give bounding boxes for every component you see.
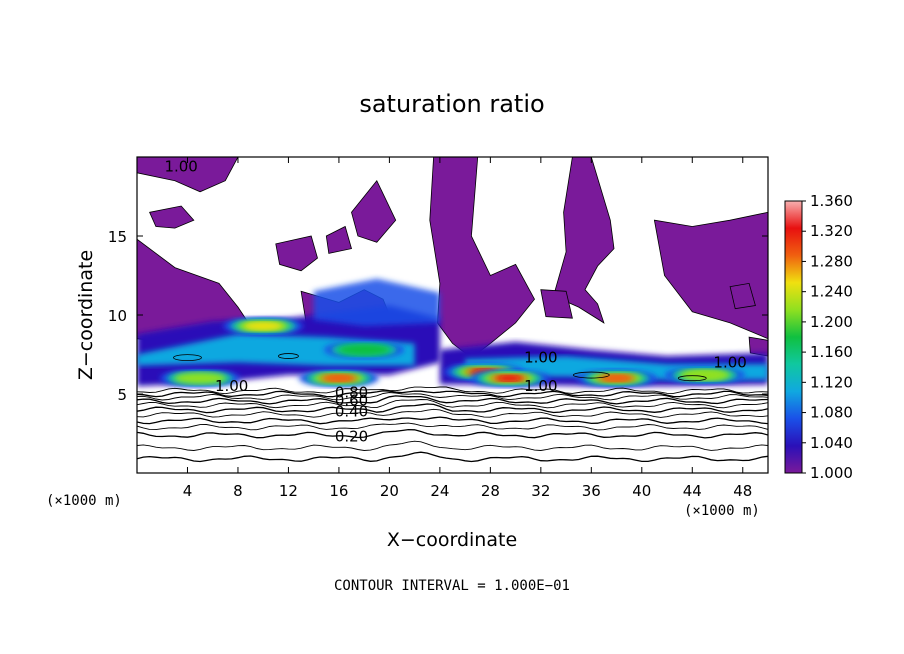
- hotspot-7-level-2: [174, 372, 227, 384]
- contour-line-1: [137, 440, 768, 451]
- contour-line-7: [137, 399, 768, 409]
- colorbar: 1.000 1.040 1.080 1.120 1.160 1.200 1.240 1.280…: [784, 192, 853, 482]
- contour-label-0: 1.00: [164, 157, 197, 175]
- x-tick-label-1: 8: [233, 482, 243, 500]
- x-tick-label-4: 20: [380, 482, 399, 500]
- x-axis-ticks: 4 8 12 16 20 24 28 32 36 40 44 48: [183, 157, 752, 500]
- cloud-band-upper-mid: [313, 278, 440, 327]
- x-axis-label: X−coordinate: [387, 529, 517, 551]
- x-tick-label-3: 16: [329, 482, 348, 500]
- contour-interval-footer: CONTOUR INTERVAL = 1.000E−01: [334, 578, 570, 594]
- hotspot-3-level-4: [497, 375, 522, 382]
- hotspot-0-level-3: [244, 321, 283, 331]
- contour-label-2: 0.80: [335, 383, 368, 401]
- contour-line-2: [137, 428, 768, 439]
- contour-loop-0: [173, 354, 202, 362]
- colorbar-tick-label-3: 1.120: [810, 373, 853, 391]
- contour-loop-2: [572, 371, 610, 379]
- colorbar-gradient: [784, 200, 803, 474]
- contour-loop-3: [677, 375, 707, 382]
- colorbar-tick-label-6: 1.240: [810, 283, 853, 301]
- cloud-band-cyan-left: [137, 334, 415, 366]
- contour-line-11: [137, 386, 768, 395]
- hotspot-layer: [160, 317, 745, 388]
- contour-line-6: [137, 403, 768, 414]
- contour-label-7: 1.00: [524, 377, 557, 395]
- contour-label-layer: 1.00 1.00 0.800.600.40 0.20 1.00 1.00 1.00: [164, 157, 746, 445]
- contour-label-1: 1.00: [215, 377, 248, 395]
- chart-title: saturation ratio: [359, 90, 544, 118]
- y-tick-label-0: 5: [117, 386, 127, 404]
- colorbar-tick-label-7: 1.280: [810, 252, 853, 270]
- supersat-region-small-2: [325, 225, 353, 254]
- y-axis-label: Z−coordinate: [75, 250, 97, 380]
- x-tick-label-2: 12: [279, 482, 298, 500]
- hotspot-1-level-4: [326, 375, 351, 382]
- x-tick-label-9: 40: [632, 482, 651, 500]
- colorbar-tick-label-2: 1.080: [810, 404, 853, 422]
- colorbar-tick-label-8: 1.320: [810, 222, 853, 240]
- contour-line-9: [137, 392, 768, 401]
- hotspot-6-level-2: [338, 344, 391, 356]
- y-axis-ticks: 5 10 15: [108, 228, 768, 404]
- supersat-region-small-1: [275, 235, 318, 272]
- contour-line-3: [137, 422, 768, 431]
- x-unit-label-right: (×1000 m): [684, 503, 760, 519]
- supersat-region-small-4: [729, 282, 756, 310]
- y-tick-label-1: 10: [108, 307, 127, 325]
- hotspot-4-level-4: [604, 375, 629, 382]
- contour-label-5: 0.20: [335, 428, 368, 446]
- contour-line-10: [137, 390, 768, 398]
- supersat-region-top-left: [137, 157, 239, 193]
- colorbar-tick-label-5: 1.200: [810, 313, 853, 331]
- contour-line-5: [137, 408, 768, 418]
- supersat-region-left-blob: [149, 205, 195, 229]
- x-unit-label-left: (×1000 m): [46, 493, 122, 509]
- x-tick-label-5: 24: [430, 482, 449, 500]
- contour-line-4: [137, 416, 768, 425]
- contour-label-3: 0.60: [335, 391, 368, 409]
- x-tick-label-10: 44: [683, 482, 702, 500]
- contour-line-0: [137, 451, 768, 463]
- colorbar-tick-label-4: 1.160: [810, 343, 853, 361]
- y-tick-label-2: 15: [108, 228, 127, 246]
- colorbar-tick-label-0: 1.000: [810, 464, 853, 482]
- contour-label-6: 1.00: [524, 349, 557, 367]
- x-tick-label-7: 32: [531, 482, 550, 500]
- hotspot-5-level-3: [685, 370, 724, 380]
- colorbar-tick-label-1: 1.040: [810, 434, 853, 452]
- plot-area: 1.00 1.00 0.800.600.40 0.20 1.00 1.00 1.00: [137, 157, 768, 473]
- contour-loop-1: [278, 353, 299, 359]
- supersat-region-small-5: [748, 336, 768, 357]
- x-tick-label-11: 48: [733, 482, 752, 500]
- contour-label-4: 0.40: [335, 402, 368, 420]
- supersat-region-right-column: [553, 157, 615, 324]
- colorbar-tick-label-9: 1.360: [810, 192, 853, 210]
- x-tick-label-8: 36: [582, 482, 601, 500]
- x-tick-label-0: 4: [183, 482, 193, 500]
- contour-lines: [137, 353, 768, 463]
- supersat-region-mid-blob: [351, 179, 397, 243]
- contour-label-8: 1.00: [713, 353, 746, 371]
- x-tick-label-6: 28: [481, 482, 500, 500]
- colorbar-ticks: 1.000 1.040 1.080 1.120 1.160 1.200 1.240 1.280…: [802, 192, 853, 482]
- supersat-region-small-3: [540, 289, 573, 319]
- contour-line-8: [137, 395, 768, 405]
- supersat-region-center-column: [429, 157, 535, 359]
